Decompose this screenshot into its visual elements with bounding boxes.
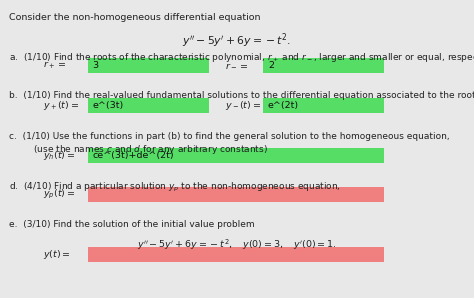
FancyBboxPatch shape — [263, 98, 384, 113]
Text: 3: 3 — [92, 61, 99, 70]
Text: $y_-(t) =$: $y_-(t) =$ — [225, 99, 261, 112]
Text: $r_+ =$: $r_+ =$ — [43, 60, 66, 71]
Text: $y(t) =$: $y(t) =$ — [43, 248, 71, 261]
Text: $y'' - 5y' + 6y = -t^2, \quad y(0) = 3, \quad y'(0) = 1.$: $y'' - 5y' + 6y = -t^2, \quad y(0) = 3, … — [137, 237, 337, 252]
Text: 2: 2 — [268, 61, 274, 70]
Text: c.  (1/10) Use the functions in part (b) to find the general solution to the hom: c. (1/10) Use the functions in part (b) … — [9, 132, 450, 141]
Text: (use the names $c$ and $d$ for any arbitrary constants): (use the names $c$ and $d$ for any arbit… — [19, 143, 268, 156]
FancyBboxPatch shape — [88, 98, 209, 113]
Text: $y_+(t) =$: $y_+(t) =$ — [43, 99, 79, 112]
FancyBboxPatch shape — [88, 187, 384, 202]
Text: $y_h(t) =$: $y_h(t) =$ — [43, 149, 75, 162]
Text: b.  (1/10) Find the real-valued fundamental solutions to the differential equati: b. (1/10) Find the real-valued fundament… — [9, 91, 474, 100]
Text: $r_- =$: $r_- =$ — [225, 61, 248, 70]
Text: Consider the non-homogeneous differential equation: Consider the non-homogeneous differentia… — [9, 13, 261, 22]
FancyBboxPatch shape — [88, 148, 384, 163]
Text: e.  (3/10) Find the solution of the initial value problem: e. (3/10) Find the solution of the initi… — [9, 220, 255, 229]
Text: $y'' - 5y' + 6y = -t^2.$: $y'' - 5y' + 6y = -t^2.$ — [182, 31, 292, 50]
Text: $y_p(t) =$: $y_p(t) =$ — [43, 188, 75, 201]
Text: a.  (1/10) Find the roots of the characteristic polynomial, $r_+$ and $r_-$, lar: a. (1/10) Find the roots of the characte… — [9, 51, 474, 64]
FancyBboxPatch shape — [263, 58, 384, 73]
Text: e^(3t): e^(3t) — [92, 101, 124, 110]
Text: e^(2t): e^(2t) — [268, 101, 299, 110]
FancyBboxPatch shape — [88, 58, 209, 73]
Text: d.  (4/10) Find a particular solution $y_p$ to the non-homogeneous equation,: d. (4/10) Find a particular solution $y_… — [9, 181, 341, 194]
FancyBboxPatch shape — [88, 247, 384, 262]
Text: ce^(3t)+de^(2t): ce^(3t)+de^(2t) — [92, 151, 174, 160]
